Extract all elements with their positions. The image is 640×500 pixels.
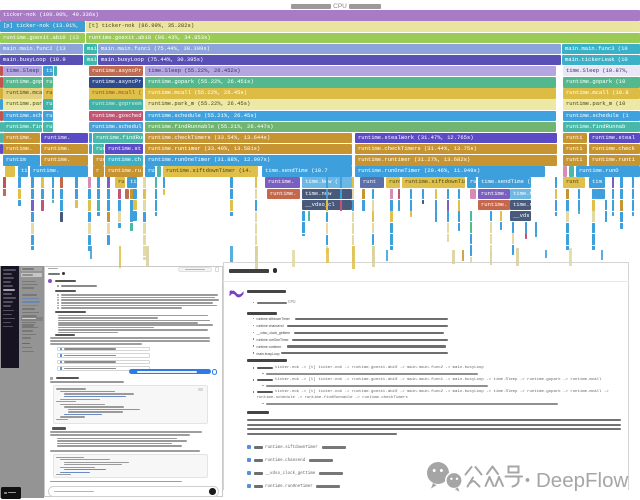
svg-text:DeepFlow: DeepFlow [536,469,628,492]
